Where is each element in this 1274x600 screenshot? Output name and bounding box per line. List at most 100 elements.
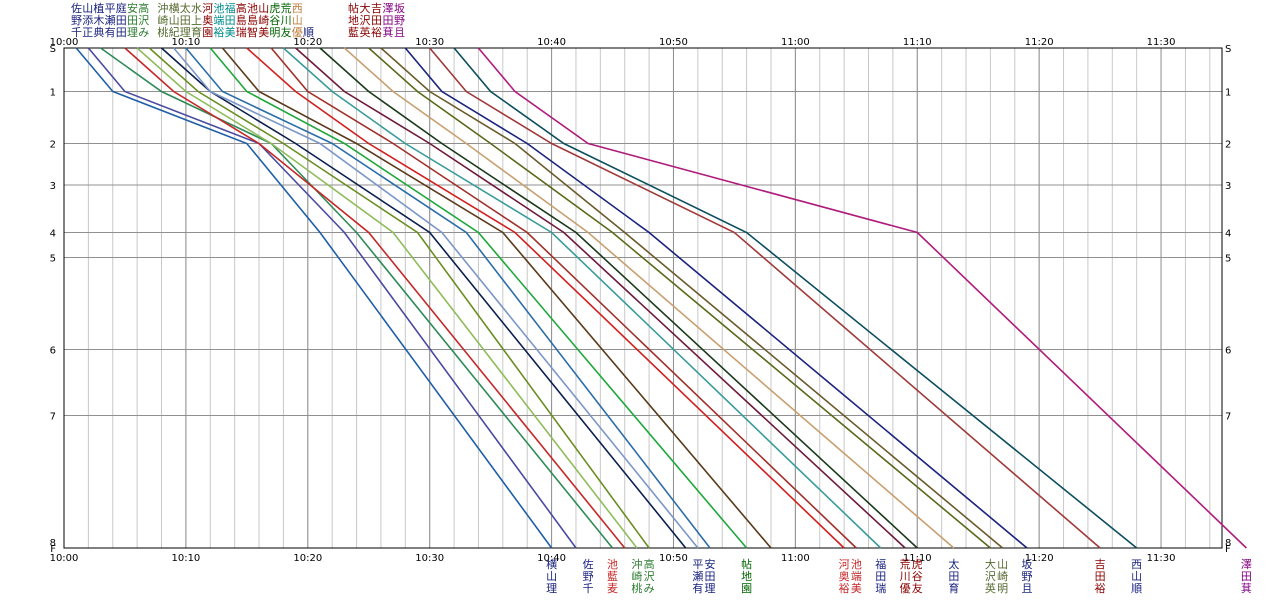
finish-label-char: 川: [900, 570, 911, 583]
x-tick-top: 10:50: [659, 37, 688, 48]
finish-label-char: 西: [1131, 558, 1142, 571]
y-tick-left: 5: [50, 254, 56, 265]
legend-char: 崎: [258, 13, 269, 27]
legend-char: 美: [258, 26, 269, 39]
finish-label-char: 横: [546, 557, 557, 571]
legend-char: 帖: [348, 2, 359, 15]
legend-char: 端: [213, 14, 224, 27]
finish-label-char: 奥: [839, 569, 850, 583]
finish-label-char: 有: [692, 581, 703, 595]
legend-char: 野: [394, 14, 405, 27]
finish-label-char: 虎: [912, 558, 923, 571]
finish-label-char: 山: [997, 558, 1008, 571]
y-tick-right: 1: [1225, 88, 1231, 99]
legend-char: 高: [138, 1, 149, 15]
x-tick-top: 10:20: [293, 37, 322, 48]
series-line-14: [282, 47, 882, 549]
legend-char: 田: [371, 14, 382, 27]
y-tick-right: S: [1225, 44, 1231, 55]
finish-label-char: 桃: [631, 581, 642, 595]
legend-char: 添: [82, 13, 93, 27]
y-tick-right: 5: [1225, 254, 1231, 265]
finish-label-char: 田: [705, 570, 716, 583]
series-line-10: [209, 47, 748, 549]
finish-label-char: 裕: [1095, 582, 1106, 595]
y-tick-right: 6: [1225, 346, 1231, 357]
legend-char: 紀: [169, 26, 180, 39]
x-tick-top: 10:10: [171, 37, 200, 48]
finish-label-char: 端: [851, 570, 862, 583]
legend-char: 島: [236, 13, 247, 27]
finish-label-char: 福: [875, 557, 886, 571]
legend-char: 坂: [394, 2, 405, 15]
legend-char: 庭: [116, 1, 127, 15]
legend-char: 美: [225, 26, 236, 39]
finish-label-char: 園: [741, 582, 752, 595]
y-tick-left: 1: [50, 88, 56, 99]
finish-label-char: 明: [997, 582, 1008, 595]
y-tick-left: 2: [50, 140, 56, 151]
finish-label-char: 荒: [900, 558, 911, 571]
legend-char: 福: [225, 1, 236, 15]
series-line-13: [270, 47, 857, 549]
legend-char: 田: [127, 14, 138, 27]
y-tick-right: F: [1225, 544, 1231, 555]
x-tick-bottom: 11:30: [1147, 553, 1176, 564]
x-tick-bottom: 10:10: [171, 553, 200, 564]
legend-char: 瑞: [236, 25, 247, 39]
finish-label-char: 沢: [985, 569, 996, 583]
series-line-18: [368, 47, 991, 549]
legend-char: 横: [169, 1, 180, 15]
legend-char: 川: [281, 14, 292, 27]
finish-label-char: 安: [705, 557, 716, 571]
legend-char: 有: [105, 25, 116, 39]
legend-char: 吉: [371, 2, 382, 15]
finish-label-char: 裕: [839, 582, 850, 595]
legend-char: 瀬: [105, 13, 116, 27]
series-line-7: [160, 47, 687, 549]
legend-char: 優: [292, 26, 303, 39]
legend-char: 沖: [157, 2, 168, 15]
finish-label-char: 坂: [1021, 558, 1032, 571]
legend-char: 植: [93, 1, 104, 15]
legend-char: 裕: [213, 26, 224, 39]
legend-char: 典: [93, 25, 104, 39]
x-tick-top: 11:30: [1147, 37, 1176, 48]
legend-char: 萁: [383, 26, 394, 39]
finish-label-char: 理: [546, 582, 557, 595]
series-line-4: [124, 47, 626, 549]
legend-char: 野: [71, 14, 82, 27]
finish-label-char: 野: [583, 570, 594, 583]
finish-label-char: 崎: [631, 569, 642, 583]
series-line-16: [319, 47, 918, 549]
legend-char: 育: [191, 25, 202, 39]
finish-label-char: み: [644, 582, 655, 595]
series-line-5: [136, 47, 638, 549]
finish-label-char: 美: [851, 582, 862, 595]
legend-char: 田: [383, 14, 394, 27]
x-tick-bottom: 10:40: [537, 553, 566, 564]
legend-char: 地: [348, 14, 359, 27]
series-line-12: [246, 47, 845, 549]
legend-char: 澤: [383, 2, 394, 15]
legend-char: 田: [225, 14, 236, 27]
legend-char: 池: [213, 2, 224, 15]
legend-char: 桃: [157, 25, 168, 39]
legend-char: み: [138, 26, 149, 39]
legend-char: 山: [258, 2, 269, 15]
legend-char: 奥: [202, 13, 213, 27]
finish-label-char: 野: [1021, 570, 1032, 583]
finish-label-char: 千: [583, 582, 594, 595]
x-tick-bottom: 10:30: [415, 553, 444, 564]
legend-char: 河: [202, 2, 213, 15]
finish-label-char: 高: [644, 557, 655, 571]
finish-label-char: 沖: [631, 558, 642, 571]
series-line-9: [185, 47, 711, 549]
series-line-19: [380, 47, 1004, 549]
finish-label-char: 田: [1095, 570, 1106, 583]
x-tick-bottom: 10:50: [659, 553, 688, 564]
finish-label-char: 優: [900, 582, 911, 595]
finish-label-char: 地: [741, 570, 752, 583]
legend-char: 荒: [281, 2, 292, 15]
x-tick-top: 11:10: [903, 37, 932, 48]
